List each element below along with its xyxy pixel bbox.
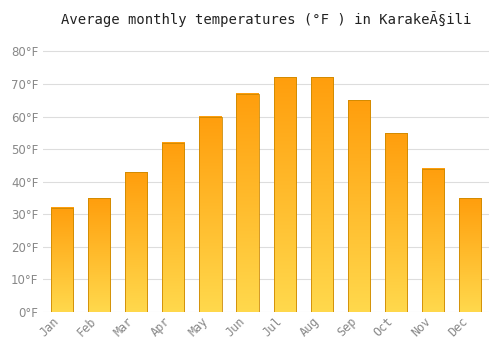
- Bar: [88, 198, 110, 312]
- Bar: [459, 198, 481, 312]
- Bar: [125, 172, 148, 312]
- Bar: [385, 133, 407, 312]
- Bar: [162, 142, 184, 312]
- Bar: [274, 77, 296, 312]
- Bar: [200, 117, 222, 312]
- Bar: [422, 169, 444, 312]
- Bar: [310, 77, 333, 312]
- Bar: [236, 94, 258, 312]
- Title: Average monthly temperatures (°F ) in KarakeÃ§ili: Average monthly temperatures (°F ) in Ka…: [61, 11, 472, 27]
- Bar: [348, 100, 370, 312]
- Bar: [51, 208, 73, 312]
